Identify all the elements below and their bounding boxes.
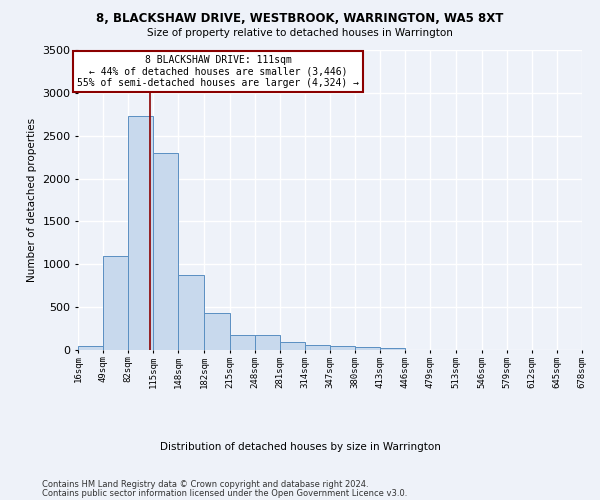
Bar xyxy=(78,346,103,350)
Bar xyxy=(380,348,406,350)
Text: Size of property relative to detached houses in Warrington: Size of property relative to detached ho… xyxy=(147,28,453,38)
Text: Contains public sector information licensed under the Open Government Licence v3: Contains public sector information licen… xyxy=(42,489,407,498)
Bar xyxy=(128,116,154,350)
Bar xyxy=(178,274,205,350)
Bar xyxy=(154,153,178,350)
Bar xyxy=(103,256,128,350)
Text: Distribution of detached houses by size in Warrington: Distribution of detached houses by size … xyxy=(160,442,440,452)
Bar xyxy=(230,335,254,350)
Bar xyxy=(205,313,230,350)
Y-axis label: Number of detached properties: Number of detached properties xyxy=(26,118,37,282)
Bar xyxy=(254,335,280,350)
Bar xyxy=(305,345,330,350)
Bar xyxy=(355,348,380,350)
Bar xyxy=(330,346,355,350)
Text: 8, BLACKSHAW DRIVE, WESTBROOK, WARRINGTON, WA5 8XT: 8, BLACKSHAW DRIVE, WESTBROOK, WARRINGTO… xyxy=(97,12,503,26)
Text: Contains HM Land Registry data © Crown copyright and database right 2024.: Contains HM Land Registry data © Crown c… xyxy=(42,480,368,489)
Bar xyxy=(280,342,305,350)
Text: 8 BLACKSHAW DRIVE: 111sqm
← 44% of detached houses are smaller (3,446)
55% of se: 8 BLACKSHAW DRIVE: 111sqm ← 44% of detac… xyxy=(77,55,359,88)
